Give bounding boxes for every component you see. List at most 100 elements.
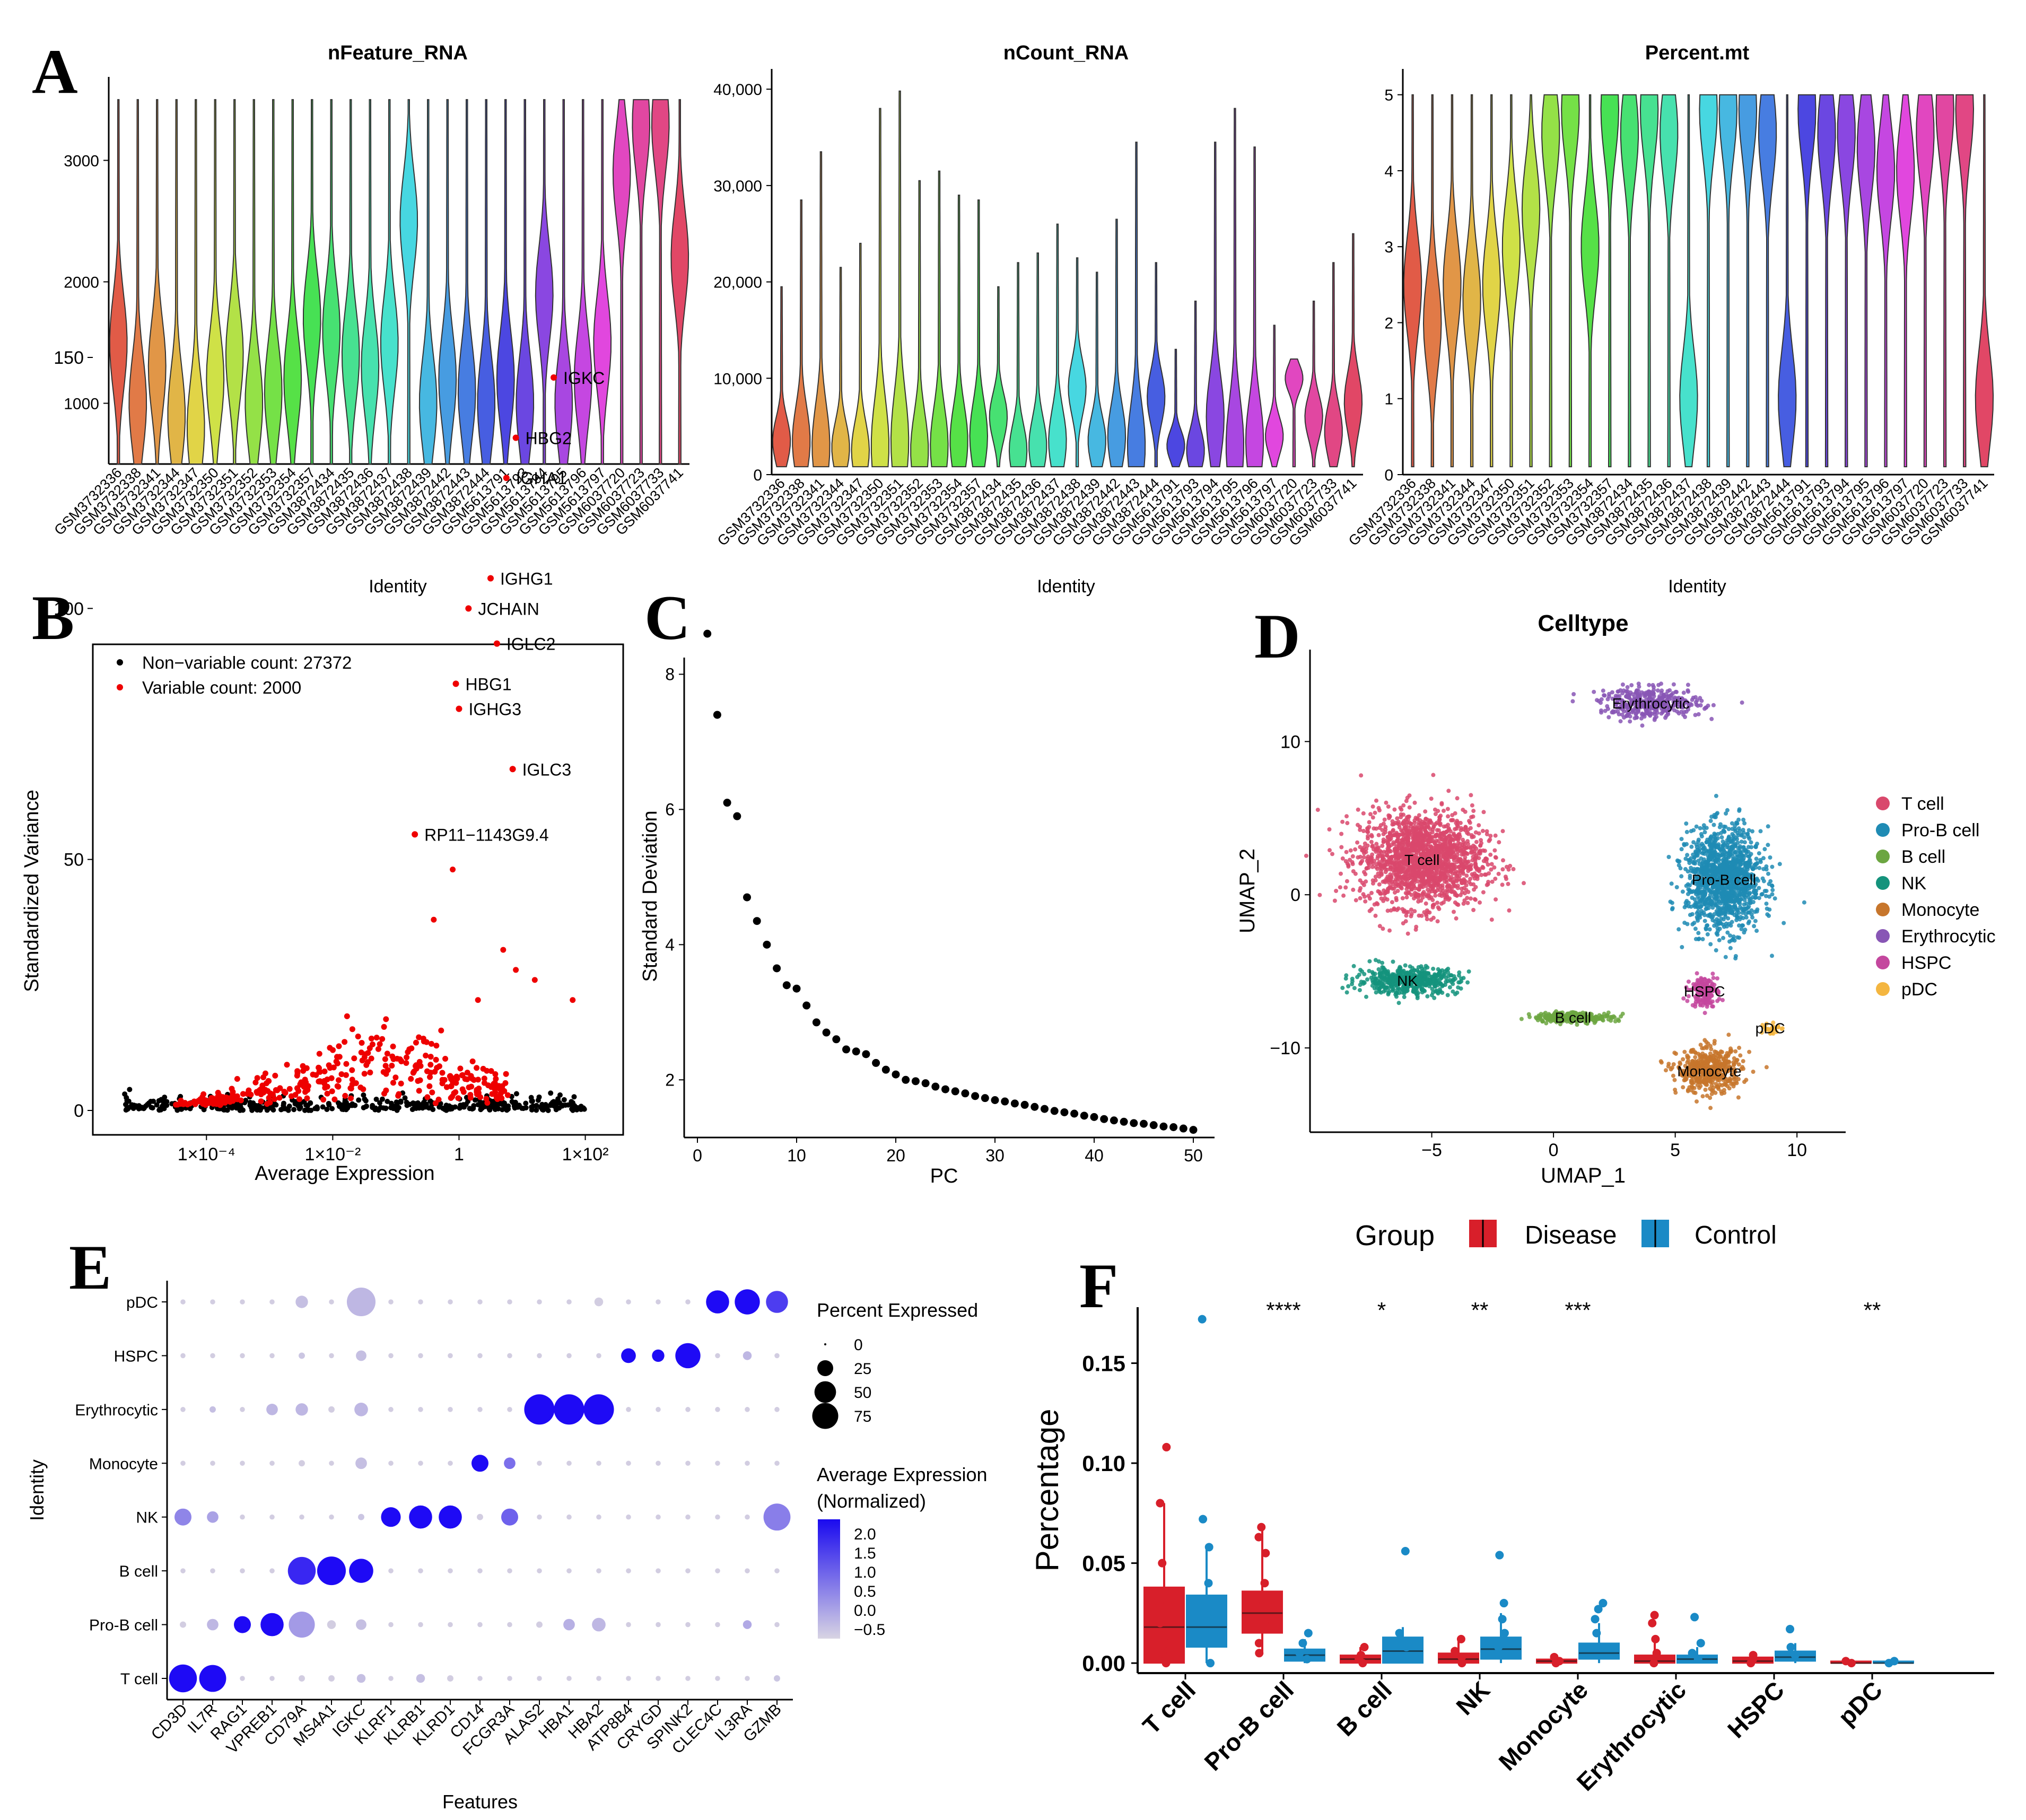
violin-ncount-shape (969, 199, 989, 468)
variable-gene-point (389, 1062, 395, 1069)
variable-gene-point (316, 1064, 322, 1071)
umap-cell-point (1616, 1017, 1620, 1022)
umap-cell-point (1730, 832, 1735, 836)
umap-cell-point (1412, 830, 1417, 835)
umap-cell-point (1741, 848, 1745, 853)
variable-gene-point (320, 1097, 327, 1103)
umap-cell-point (1696, 891, 1701, 896)
umap-cell-point (1670, 900, 1674, 905)
umap-cell-point (1734, 850, 1738, 854)
umap-cell-point (1370, 864, 1375, 869)
umap-cell-point (1483, 872, 1488, 877)
umap-cell-point (1417, 813, 1421, 818)
umap-cell-point (1403, 826, 1408, 830)
umap-cell-point (1695, 879, 1699, 884)
umap-cell-point (1725, 930, 1730, 935)
violin-percentmt-ytick: 0 (1384, 467, 1393, 484)
umap-cell-point (1395, 907, 1399, 912)
umap-cell-point (1383, 830, 1387, 835)
violin-ncount-shape (1107, 218, 1126, 468)
nonvariable-gene-point (442, 1106, 448, 1112)
top-variable-gene-point (551, 374, 557, 381)
umap-cell-point (1459, 869, 1463, 873)
umap-cell-point (1687, 883, 1692, 888)
variable-gene-point (272, 1096, 278, 1102)
nonvariable-gene-point (370, 1105, 375, 1110)
umap-cell-point (1682, 905, 1687, 909)
umap-cell-point (1432, 995, 1437, 1000)
gene-label: IGHA1 (516, 469, 567, 488)
hvg-ytick: 100 (54, 599, 84, 619)
legend-variable-dot (117, 684, 123, 690)
umap-cell-point (1374, 901, 1379, 906)
umap-cell-point (1767, 914, 1771, 918)
umap-cell-point (1437, 817, 1442, 822)
hvg-xtick: 1×10⁻⁴ (178, 1144, 235, 1165)
umap-cell-point (1707, 843, 1712, 847)
pc-point (1189, 1126, 1198, 1134)
pc-point (1020, 1100, 1029, 1109)
nonvariable-gene-point (559, 1103, 565, 1109)
umap-cell-point (1440, 844, 1444, 849)
umap-cell-point (1473, 864, 1478, 869)
umap-cell-point (1423, 834, 1428, 839)
umap-cell-point (1374, 826, 1378, 831)
umap-cell-point (1724, 921, 1728, 926)
umap-cell-point (1470, 803, 1474, 808)
umap-cell-point (1504, 877, 1508, 881)
umap-cell-point (1358, 854, 1363, 859)
umap-cell-point (1519, 1017, 1524, 1021)
umap-cell-point (1402, 882, 1407, 887)
umap-cell-point (1363, 899, 1368, 904)
umap-cell-point (1471, 814, 1475, 819)
umap-cell-point (1722, 824, 1726, 829)
umap-cell-point (1413, 928, 1418, 932)
nonvariable-gene-point (520, 1106, 526, 1112)
variable-gene-point (447, 1073, 453, 1079)
pc-point (981, 1094, 989, 1102)
violin-ncount-shape (930, 170, 949, 468)
umap-cell-point (1452, 842, 1457, 847)
violin-nfeature-shape (361, 99, 380, 465)
umap-cell-point (1719, 835, 1724, 839)
pc-point (1070, 1109, 1079, 1118)
umap-cell-point (1369, 907, 1374, 912)
variable-gene-point (404, 1054, 410, 1061)
umap-cell-point (1391, 987, 1395, 991)
umap-cell-point (1707, 848, 1711, 853)
violin-nfeature-shape (554, 99, 573, 465)
nonvariable-gene-point (407, 1101, 413, 1107)
variable-gene-point (459, 1072, 466, 1078)
nonvariable-gene-point (144, 1101, 150, 1107)
pc-point (743, 893, 751, 902)
umap-cell-point (1409, 912, 1414, 916)
variable-gene-point (344, 1013, 350, 1019)
hvg-ytick: 50 (64, 850, 84, 870)
umap-cell-point (1407, 820, 1412, 825)
umap-cell-point (1426, 887, 1430, 892)
umap-cell-point (1390, 833, 1394, 838)
hvg-xtick: 1×10⁻² (304, 1144, 361, 1165)
elbow-ytick: 6 (665, 800, 675, 819)
umap-cell-point (1745, 867, 1750, 872)
umap-cell-point (1424, 912, 1428, 917)
umap-cell-point (1718, 847, 1723, 852)
violin-ncount-shape (989, 286, 1008, 468)
umap-cell-point (1391, 959, 1395, 964)
umap-cell-point (1751, 873, 1756, 878)
panel-label-e: E (69, 1232, 111, 1302)
variable-gene-point (429, 1089, 435, 1096)
umap-cell-point (1387, 860, 1392, 864)
umap-cell-point (1351, 887, 1356, 892)
violin-percentmt-ytick: 3 (1384, 239, 1393, 256)
umap-cell-point (1393, 890, 1397, 895)
variable-gene-point (334, 1060, 340, 1066)
umap-cell-point (1680, 889, 1685, 894)
umap-cell-point (1408, 828, 1412, 833)
variable-gene-point (428, 1040, 434, 1047)
umap-cell-point (1393, 858, 1398, 862)
umap-cell-point (1501, 858, 1505, 863)
umap-cell-point (1462, 898, 1467, 903)
umap-cell-point (1404, 859, 1409, 864)
violin-percentmt-shape (1660, 94, 1679, 468)
